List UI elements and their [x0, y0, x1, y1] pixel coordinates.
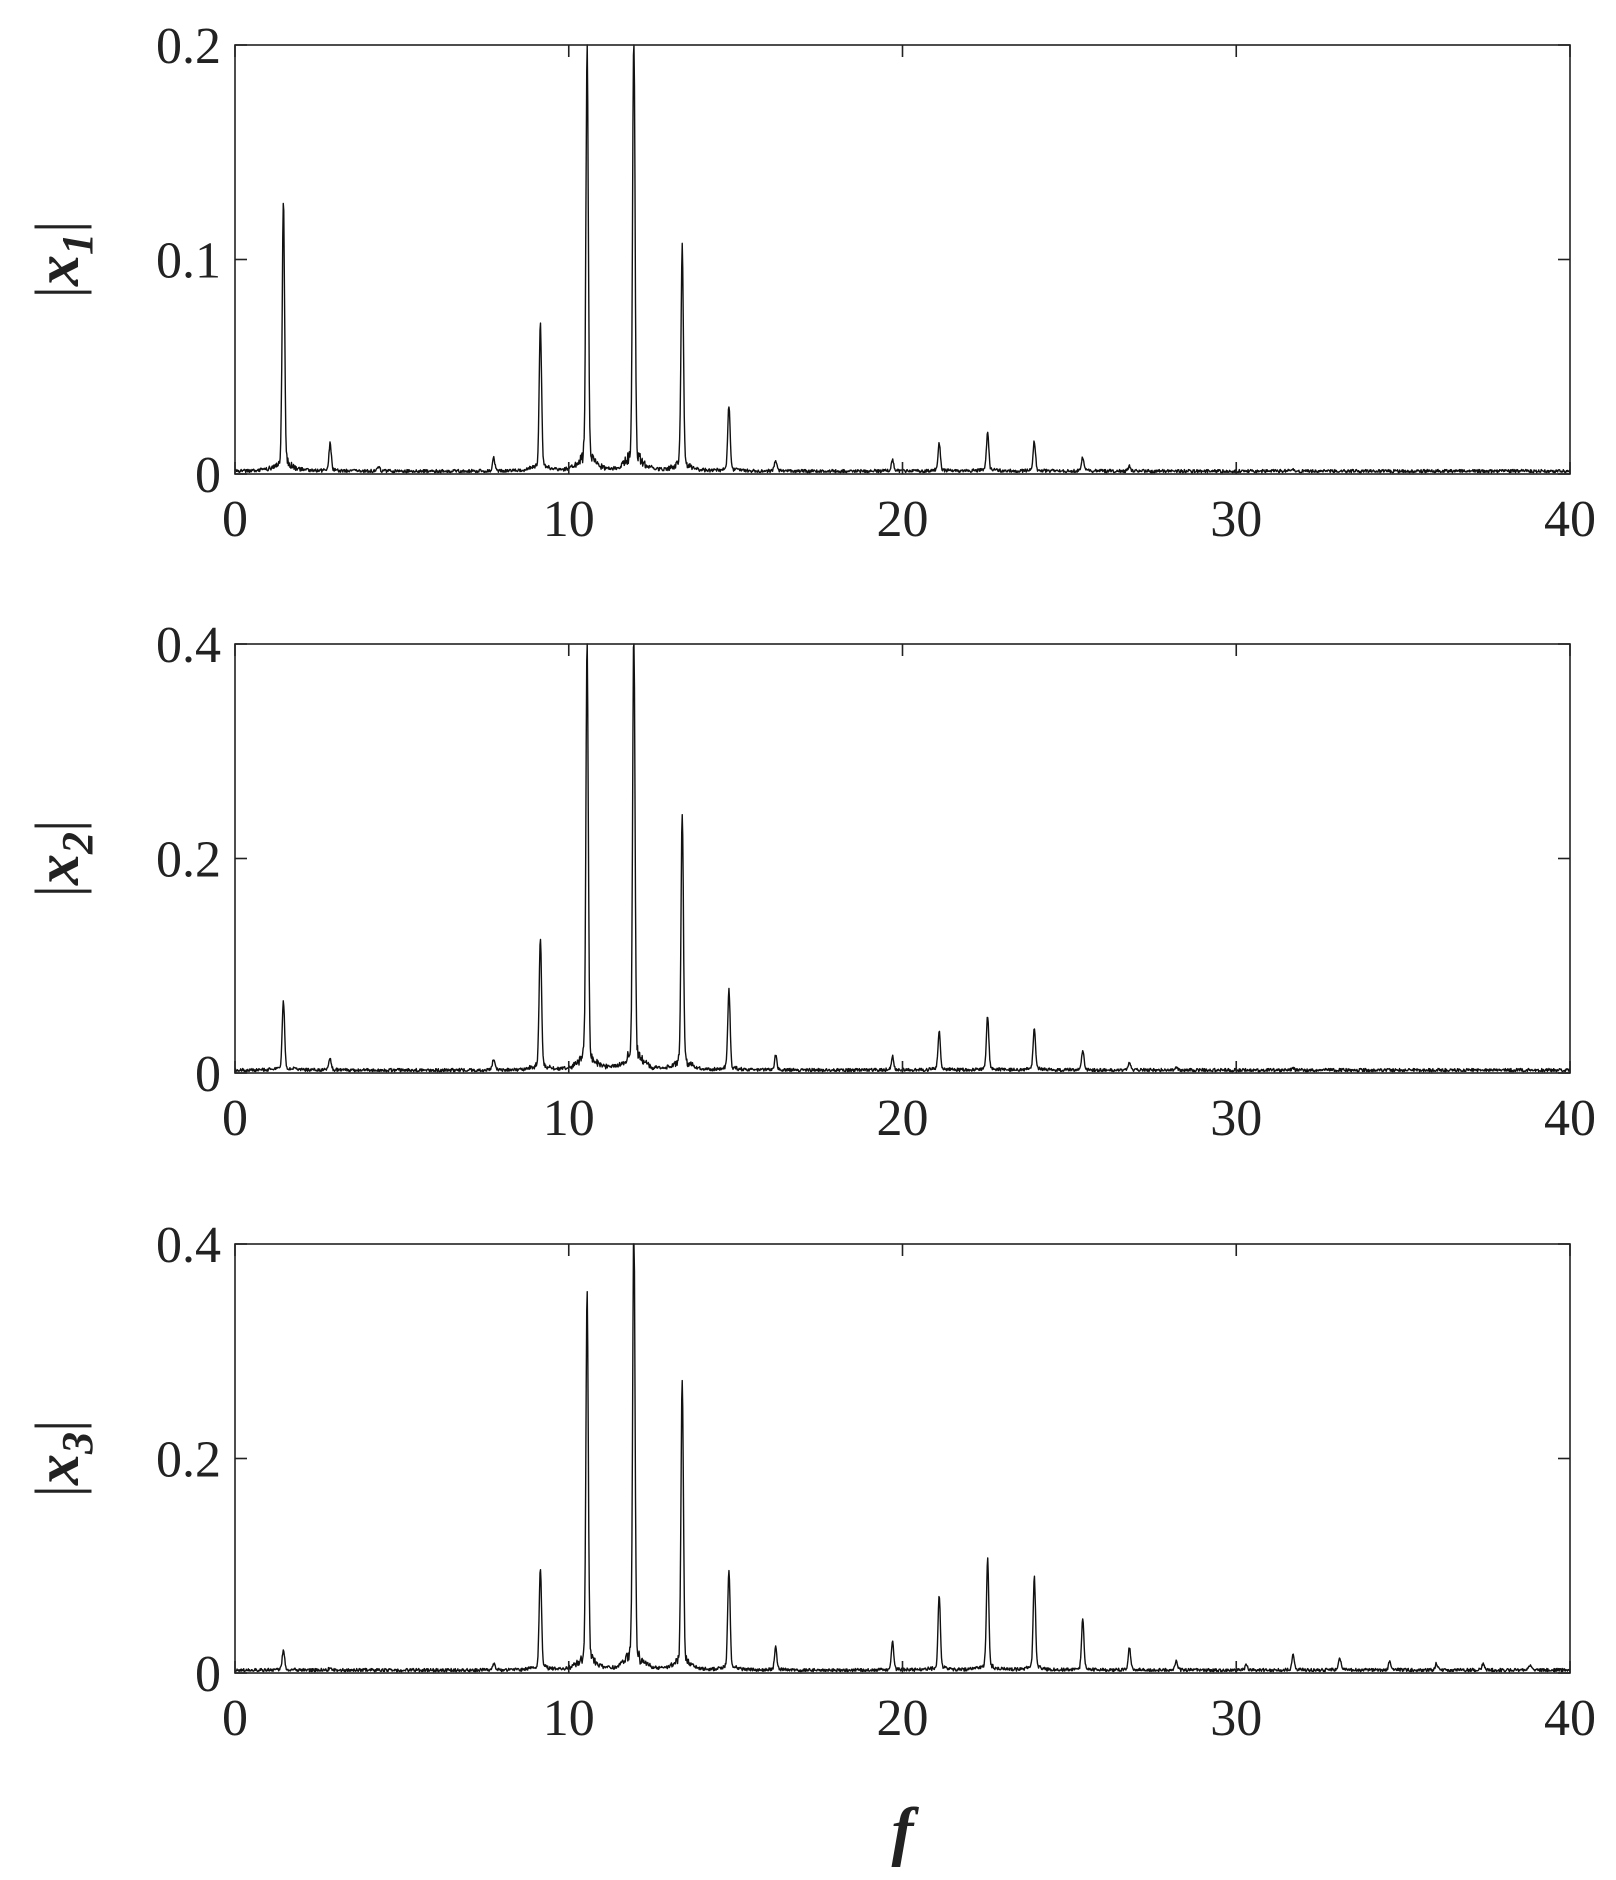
x-tick-label: 20	[877, 491, 929, 548]
y-axis-label-3: |x3|	[24, 1420, 102, 1498]
x-tick-label: 10	[543, 491, 595, 548]
y-tick-label: 0.2	[156, 832, 221, 889]
subplot-1: 0 10 20 30 40 0 0.1 0.2 |x1|	[24, 18, 1596, 548]
x-tick-label: 20	[877, 1690, 929, 1747]
x-tick-label: 30	[1210, 491, 1262, 548]
y-tick-label: 0.4	[156, 617, 221, 674]
y-tick-label: 0.1	[156, 233, 221, 290]
x-tick-label: 0	[222, 1690, 248, 1747]
subplot-2: 0 10 20 30 40 0 0.2 0.4 |x2|	[24, 617, 1596, 1147]
x-tick-label: 10	[543, 1090, 595, 1147]
y-tick-label: 0	[195, 1046, 221, 1103]
y-axis-label-2: |x2|	[24, 820, 102, 898]
x-tick-label: 0	[222, 1090, 248, 1147]
x-tick-label: 40	[1544, 1090, 1596, 1147]
y-tick-label: 0.2	[156, 18, 221, 75]
x-tick-label: 30	[1210, 1690, 1262, 1747]
y-tick-label: 0	[195, 1646, 221, 1703]
x-tick-label: 20	[877, 1090, 929, 1147]
x-tick-label: 30	[1210, 1090, 1262, 1147]
x-tick-label: 40	[1544, 491, 1596, 548]
y-tick-label: 0.4	[156, 1217, 221, 1274]
x-tick-label: 40	[1544, 1690, 1596, 1747]
y-tick-label: 0.2	[156, 1432, 221, 1489]
x-tick-label: 0	[222, 491, 248, 548]
y-axis-label-1: |x1|	[24, 221, 102, 299]
y-tick-label: 0	[195, 447, 221, 504]
x-tick-label: 10	[543, 1690, 595, 1747]
